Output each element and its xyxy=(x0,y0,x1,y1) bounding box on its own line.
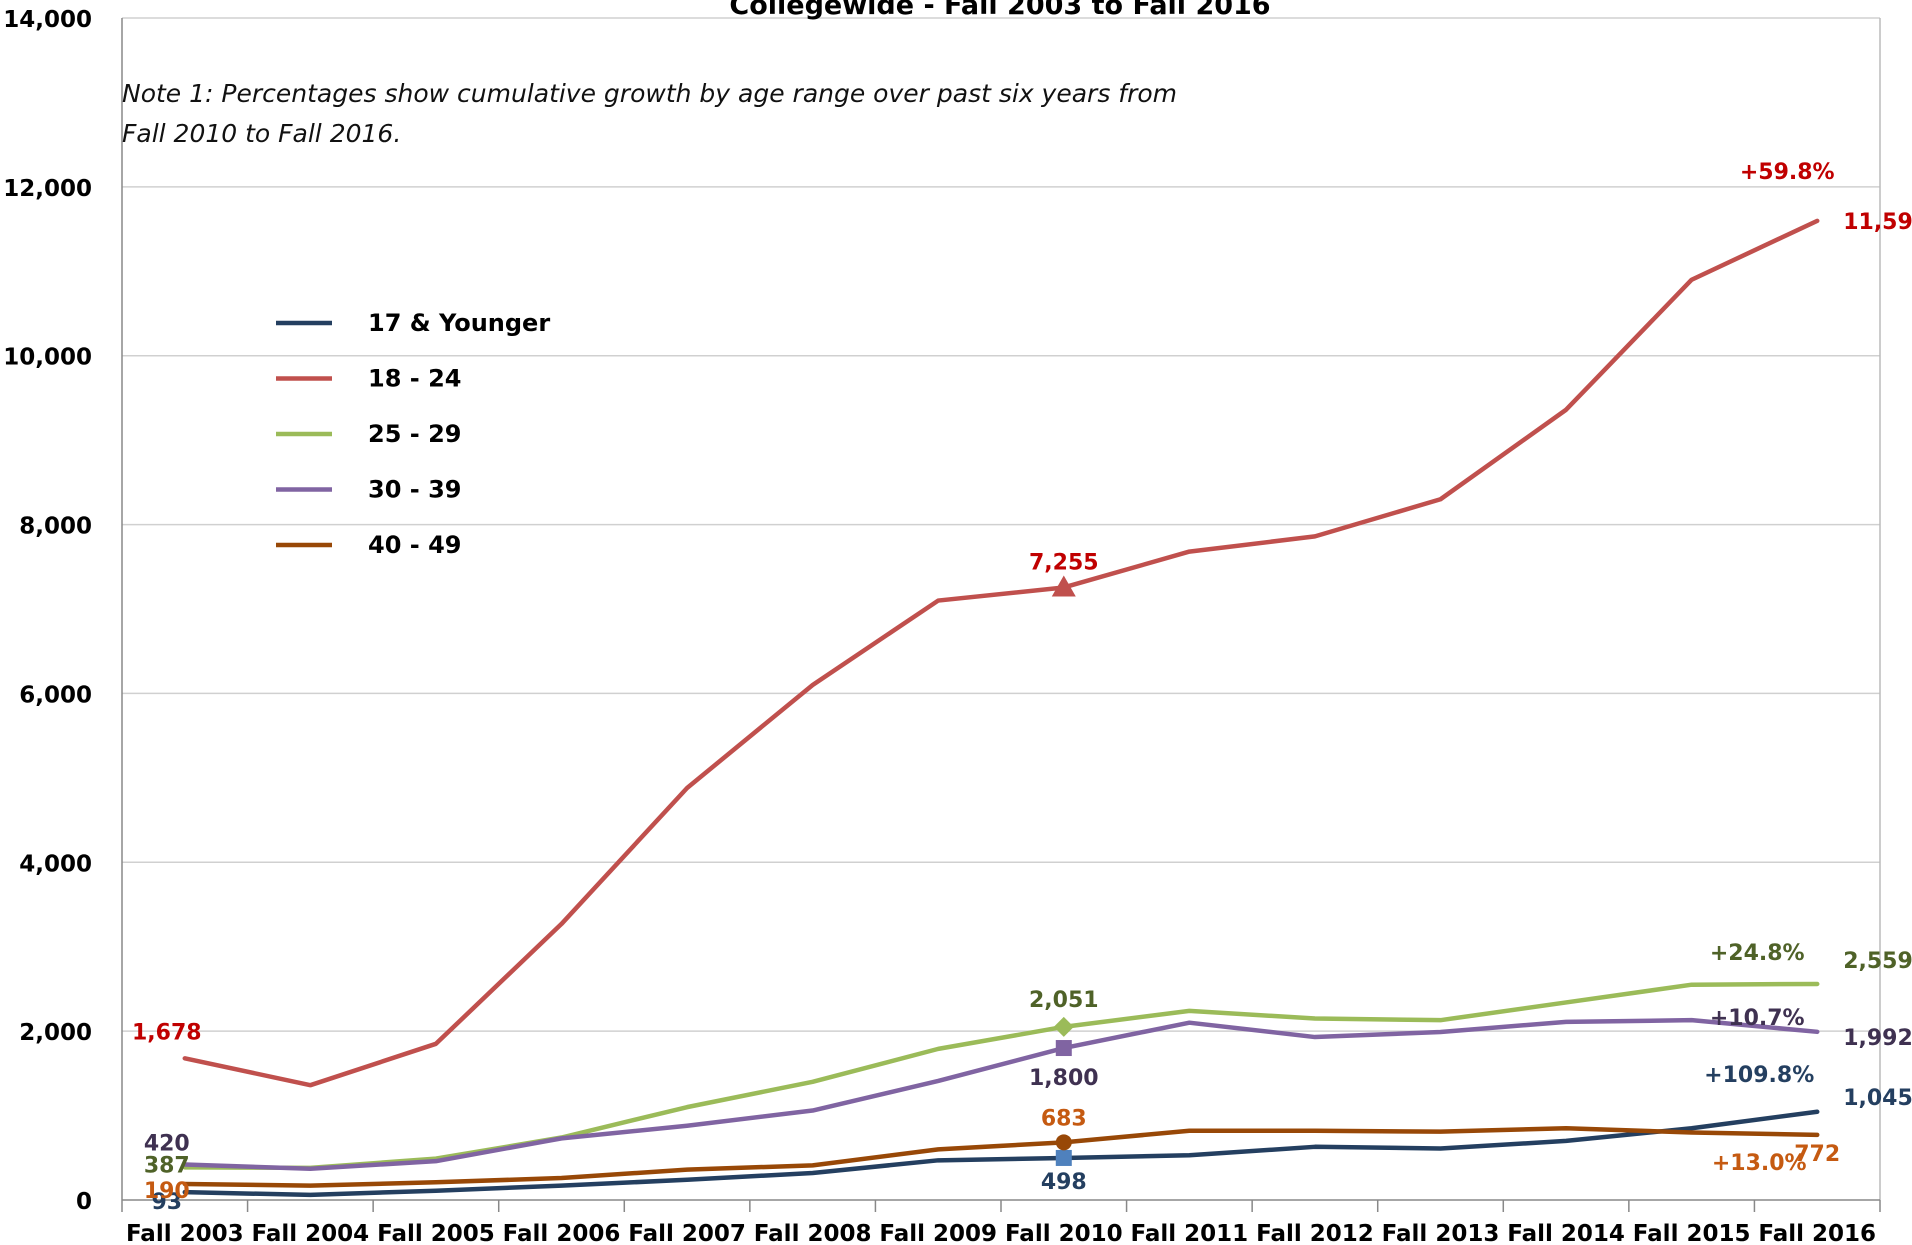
data-label: 190 xyxy=(144,1179,190,1204)
x-tick-label: Fall 2015 xyxy=(1633,1221,1751,1245)
series-lines xyxy=(182,218,1820,1198)
gridlines xyxy=(122,17,1880,1032)
data-label: 387 xyxy=(144,1153,190,1178)
series-line xyxy=(182,1017,1820,1172)
data-label: 1,800 xyxy=(1029,1066,1099,1091)
chart-title: Collegewide - Fall 2003 to Fall 2016 xyxy=(729,0,1270,21)
x-tick-label: Fall 2012 xyxy=(1256,1221,1374,1245)
legend-label: 17 & Younger xyxy=(368,309,550,337)
data-label: 420 xyxy=(144,1132,190,1157)
data-marker xyxy=(1055,1040,1072,1057)
data-label: 1,678 xyxy=(132,1020,202,1045)
y-tick-label: 12,000 xyxy=(3,176,92,202)
x-tick-label: Fall 2013 xyxy=(1382,1221,1500,1245)
y-tick-label: 0 xyxy=(76,1189,92,1215)
legend-label: 30 - 39 xyxy=(368,476,461,504)
y-axis-ticks: 0 2,000 4,000 6,000 8,000 10,000 12,000 14,000 xyxy=(3,7,92,1215)
x-tick-label: Fall 2004 xyxy=(252,1221,370,1245)
x-tick-label: Fall 2016 xyxy=(1758,1221,1876,1245)
data-label: 1,992 xyxy=(1843,1026,1912,1051)
data-label: 683 xyxy=(1041,1106,1087,1131)
legend-label: 18 - 24 xyxy=(368,365,461,393)
x-tick-label: Fall 2009 xyxy=(879,1221,997,1245)
series-markers xyxy=(1051,575,1076,1166)
x-tick-label: Fall 2008 xyxy=(754,1221,872,1245)
y-tick-label: 8,000 xyxy=(19,514,92,540)
data-label: 7,255 xyxy=(1029,550,1099,575)
y-tick-label: 10,000 xyxy=(3,345,92,371)
data-label: +59.8% xyxy=(1740,160,1835,185)
x-tick-label: Fall 2007 xyxy=(628,1221,746,1245)
data-label: 1,045 xyxy=(1843,1086,1912,1111)
x-tick-label: Fall 2014 xyxy=(1507,1221,1625,1245)
y-tick-label: 2,000 xyxy=(19,1020,92,1046)
data-marker xyxy=(1053,1016,1074,1037)
data-label: 2,559 xyxy=(1843,949,1912,974)
x-tick-label: Fall 2006 xyxy=(503,1221,621,1245)
data-label: 11,597 xyxy=(1843,210,1912,235)
series-line xyxy=(182,1109,1820,1198)
data-label: 2,051 xyxy=(1029,988,1099,1013)
x-axis-ticks: Fall 2003 Fall 2004 Fall 2005 Fall 2006 Fall… xyxy=(121,1200,1881,1245)
data-marker xyxy=(1051,575,1076,597)
legend-label: 40 - 49 xyxy=(368,531,461,559)
data-label: +109.8% xyxy=(1704,1063,1814,1088)
note-text: Note 1: Percentages show cumulative grow… xyxy=(122,79,1178,148)
legend-label: 25 - 29 xyxy=(368,420,461,448)
data-label: 498 xyxy=(1041,1170,1087,1195)
x-tick-label: Fall 2005 xyxy=(377,1221,495,1245)
series-line xyxy=(182,1125,1820,1188)
x-tick-label: Fall 2003 xyxy=(126,1221,244,1245)
x-tick-label: Fall 2010 xyxy=(1005,1221,1123,1245)
y-tick-label: 14,000 xyxy=(3,7,92,33)
data-marker xyxy=(1055,1149,1072,1166)
series-line xyxy=(182,218,1820,1088)
legend: 17 & Younger 18 - 24 25 - 29 30 - 39 40 - 49 xyxy=(276,309,550,559)
data-label: +24.8% xyxy=(1710,941,1805,966)
data-labels: 93 498 1,045 +109.8% 1,678 7,255 11,597 +59.8% 3… xyxy=(132,160,1912,1215)
y-tick-label: 6,000 xyxy=(19,682,92,708)
data-label: 93 xyxy=(151,1190,182,1215)
x-tick-label: Fall 2011 xyxy=(1131,1221,1249,1245)
y-tick-label: 4,000 xyxy=(19,851,92,877)
data-marker xyxy=(1055,1134,1072,1151)
data-label: +10.7% xyxy=(1710,1006,1805,1031)
data-label: 772 xyxy=(1794,1142,1840,1167)
data-label: +13.0% xyxy=(1712,1151,1807,1176)
